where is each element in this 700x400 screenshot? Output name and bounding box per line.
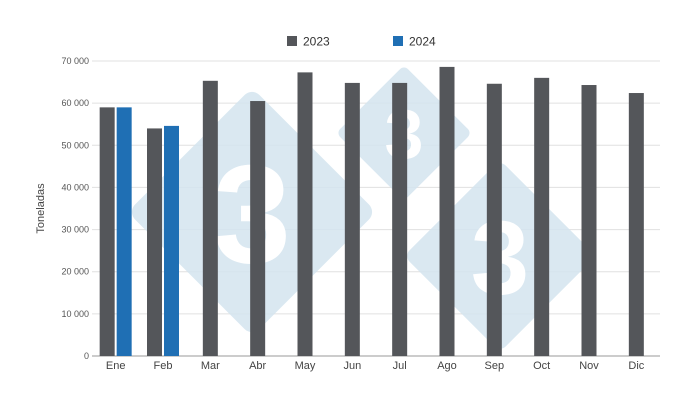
y-tick-label: 50 000 bbox=[61, 140, 89, 150]
bar-2023-Mar bbox=[202, 80, 218, 357]
bar-2024-Feb bbox=[164, 125, 179, 357]
y-tick-label: 10 000 bbox=[61, 309, 89, 319]
bar-2023-Ene bbox=[99, 107, 115, 356]
y-tick-label: 70 000 bbox=[61, 56, 89, 66]
y-tick-label: 20 000 bbox=[61, 267, 89, 277]
y-tick-label: 30 000 bbox=[61, 225, 89, 235]
x-tick-label: Mar bbox=[201, 360, 220, 372]
bar-2023-Abr bbox=[250, 101, 266, 357]
bar-2023-Sep bbox=[486, 83, 502, 356]
bar-2023-Jun bbox=[344, 82, 360, 357]
y-tick-label: 60 000 bbox=[61, 98, 89, 108]
333-logo-watermark: 333 bbox=[131, 67, 593, 349]
y-tick-label: 40 000 bbox=[61, 182, 89, 192]
bars bbox=[99, 66, 644, 357]
x-tick-label: Feb bbox=[154, 360, 173, 372]
legend-item-2023: 2023 bbox=[287, 35, 330, 49]
y-tick-label: 0 bbox=[84, 351, 89, 361]
y-axis: 0 10 000 20 000 30 000 40 000 50 000 60 000 70 … bbox=[61, 56, 89, 361]
y-axis-title: Toneladas bbox=[35, 183, 47, 234]
bar-2024-Ene bbox=[116, 107, 132, 356]
x-tick-label: Dic bbox=[628, 360, 644, 372]
x-tick-label: Nov bbox=[579, 360, 599, 372]
x-tick-label: Jul bbox=[393, 360, 407, 372]
bar-2023-Nov bbox=[581, 85, 597, 357]
bar-2023-Jul bbox=[392, 82, 408, 357]
x-tick-label: Sep bbox=[485, 360, 505, 372]
bar-2023-Ago bbox=[439, 66, 455, 357]
bar-2023-Dic bbox=[628, 93, 644, 357]
legend-label: 2024 bbox=[409, 35, 436, 49]
x-tick-label: Oct bbox=[533, 360, 550, 372]
x-tick-label: Ene bbox=[106, 360, 126, 372]
x-tick-label: May bbox=[295, 360, 316, 372]
legend: 2023 2024 bbox=[287, 35, 436, 49]
x-tick-label: Abr bbox=[249, 360, 266, 372]
legend-swatch bbox=[393, 36, 403, 46]
legend-label: 2023 bbox=[303, 35, 330, 49]
legend-item-2024: 2024 bbox=[393, 35, 436, 49]
bar-2023-Oct bbox=[534, 77, 550, 356]
x-tick-label: Ago bbox=[437, 360, 457, 372]
bar-2023-May bbox=[297, 72, 313, 356]
x-axis: Ene Feb Mar Abr May Jun Jul Ago Sep Oct Nov Dic bbox=[106, 360, 645, 372]
legend-swatch bbox=[287, 36, 297, 46]
x-tick-label: Jun bbox=[343, 360, 361, 372]
bar-2023-Feb bbox=[147, 128, 162, 356]
